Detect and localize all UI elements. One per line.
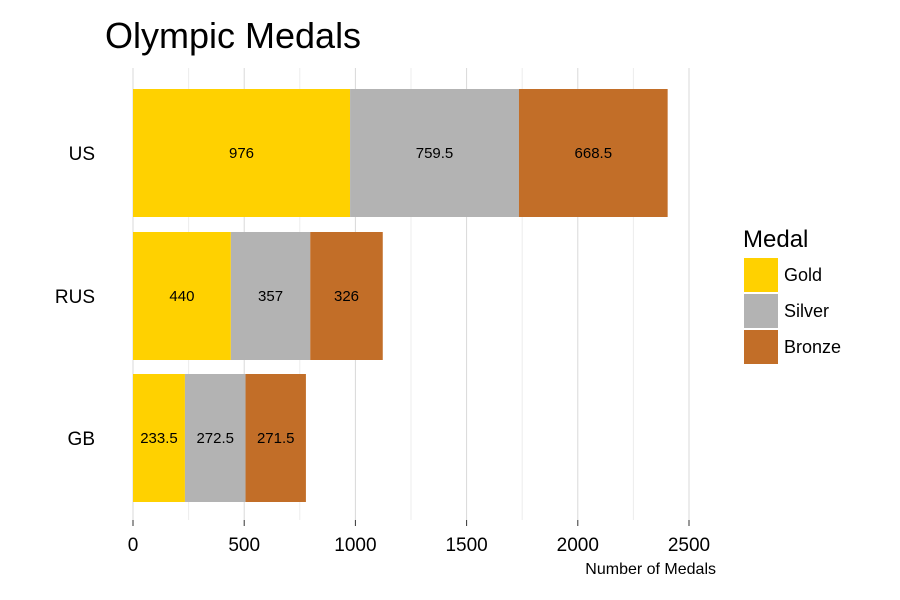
bar-gb-silver xyxy=(184,374,246,502)
data-label-rus-silver: 357 xyxy=(258,288,283,305)
legend-title: Medal xyxy=(743,226,808,253)
bar-rus-bronze xyxy=(310,232,383,360)
legend: Medal Gold Silver Bronze xyxy=(743,226,841,364)
data-label-us-silver: 759.5 xyxy=(416,145,454,162)
legend-swatch-gold xyxy=(744,258,778,292)
category-label-us: US xyxy=(69,144,95,165)
bar-rus-gold xyxy=(133,232,231,360)
bars: 976 759.5 668.5 440 357 326 233.5 272.5 271.5 xyxy=(133,89,668,502)
chart-title: Olympic Medals xyxy=(105,15,361,56)
legend-label-gold: Gold xyxy=(784,265,822,285)
x-tick-label: 2000 xyxy=(557,535,599,556)
x-axis-title: Number of Medals xyxy=(585,561,716,578)
data-label-gb-bronze: 271.5 xyxy=(257,430,295,447)
category-labels: US RUS GB xyxy=(55,144,95,450)
x-tick-label: 2500 xyxy=(668,535,710,556)
data-label-us-bronze: 668.5 xyxy=(575,145,613,162)
legend-label-bronze: Bronze xyxy=(784,337,841,357)
x-tick-label: 500 xyxy=(228,535,260,556)
x-tick-label: 1000 xyxy=(334,535,376,556)
data-label-gb-gold: 233.5 xyxy=(140,430,178,447)
legend-swatch-silver xyxy=(744,294,778,328)
legend-swatch-bronze xyxy=(744,330,778,364)
data-label-rus-bronze: 326 xyxy=(334,288,359,305)
legend-label-silver: Silver xyxy=(784,301,829,321)
data-label-rus-gold: 440 xyxy=(169,288,194,305)
category-label-rus: RUS xyxy=(55,287,95,308)
x-tick-label: 1500 xyxy=(445,535,487,556)
bar-us-bronze xyxy=(518,89,668,217)
bar-us-silver xyxy=(350,89,519,217)
bar-gb-bronze xyxy=(245,374,306,502)
bar-rus-silver xyxy=(230,232,311,360)
category-label-gb: GB xyxy=(68,429,95,450)
data-label-us-gold: 976 xyxy=(229,145,254,162)
data-label-gb-silver: 272.5 xyxy=(196,430,234,447)
x-axis-ticks: 0 500 1000 1500 2000 2500 xyxy=(128,520,710,556)
bar-us-gold xyxy=(133,89,351,217)
bar-gb-gold xyxy=(133,374,185,502)
x-tick-label: 0 xyxy=(128,535,139,556)
